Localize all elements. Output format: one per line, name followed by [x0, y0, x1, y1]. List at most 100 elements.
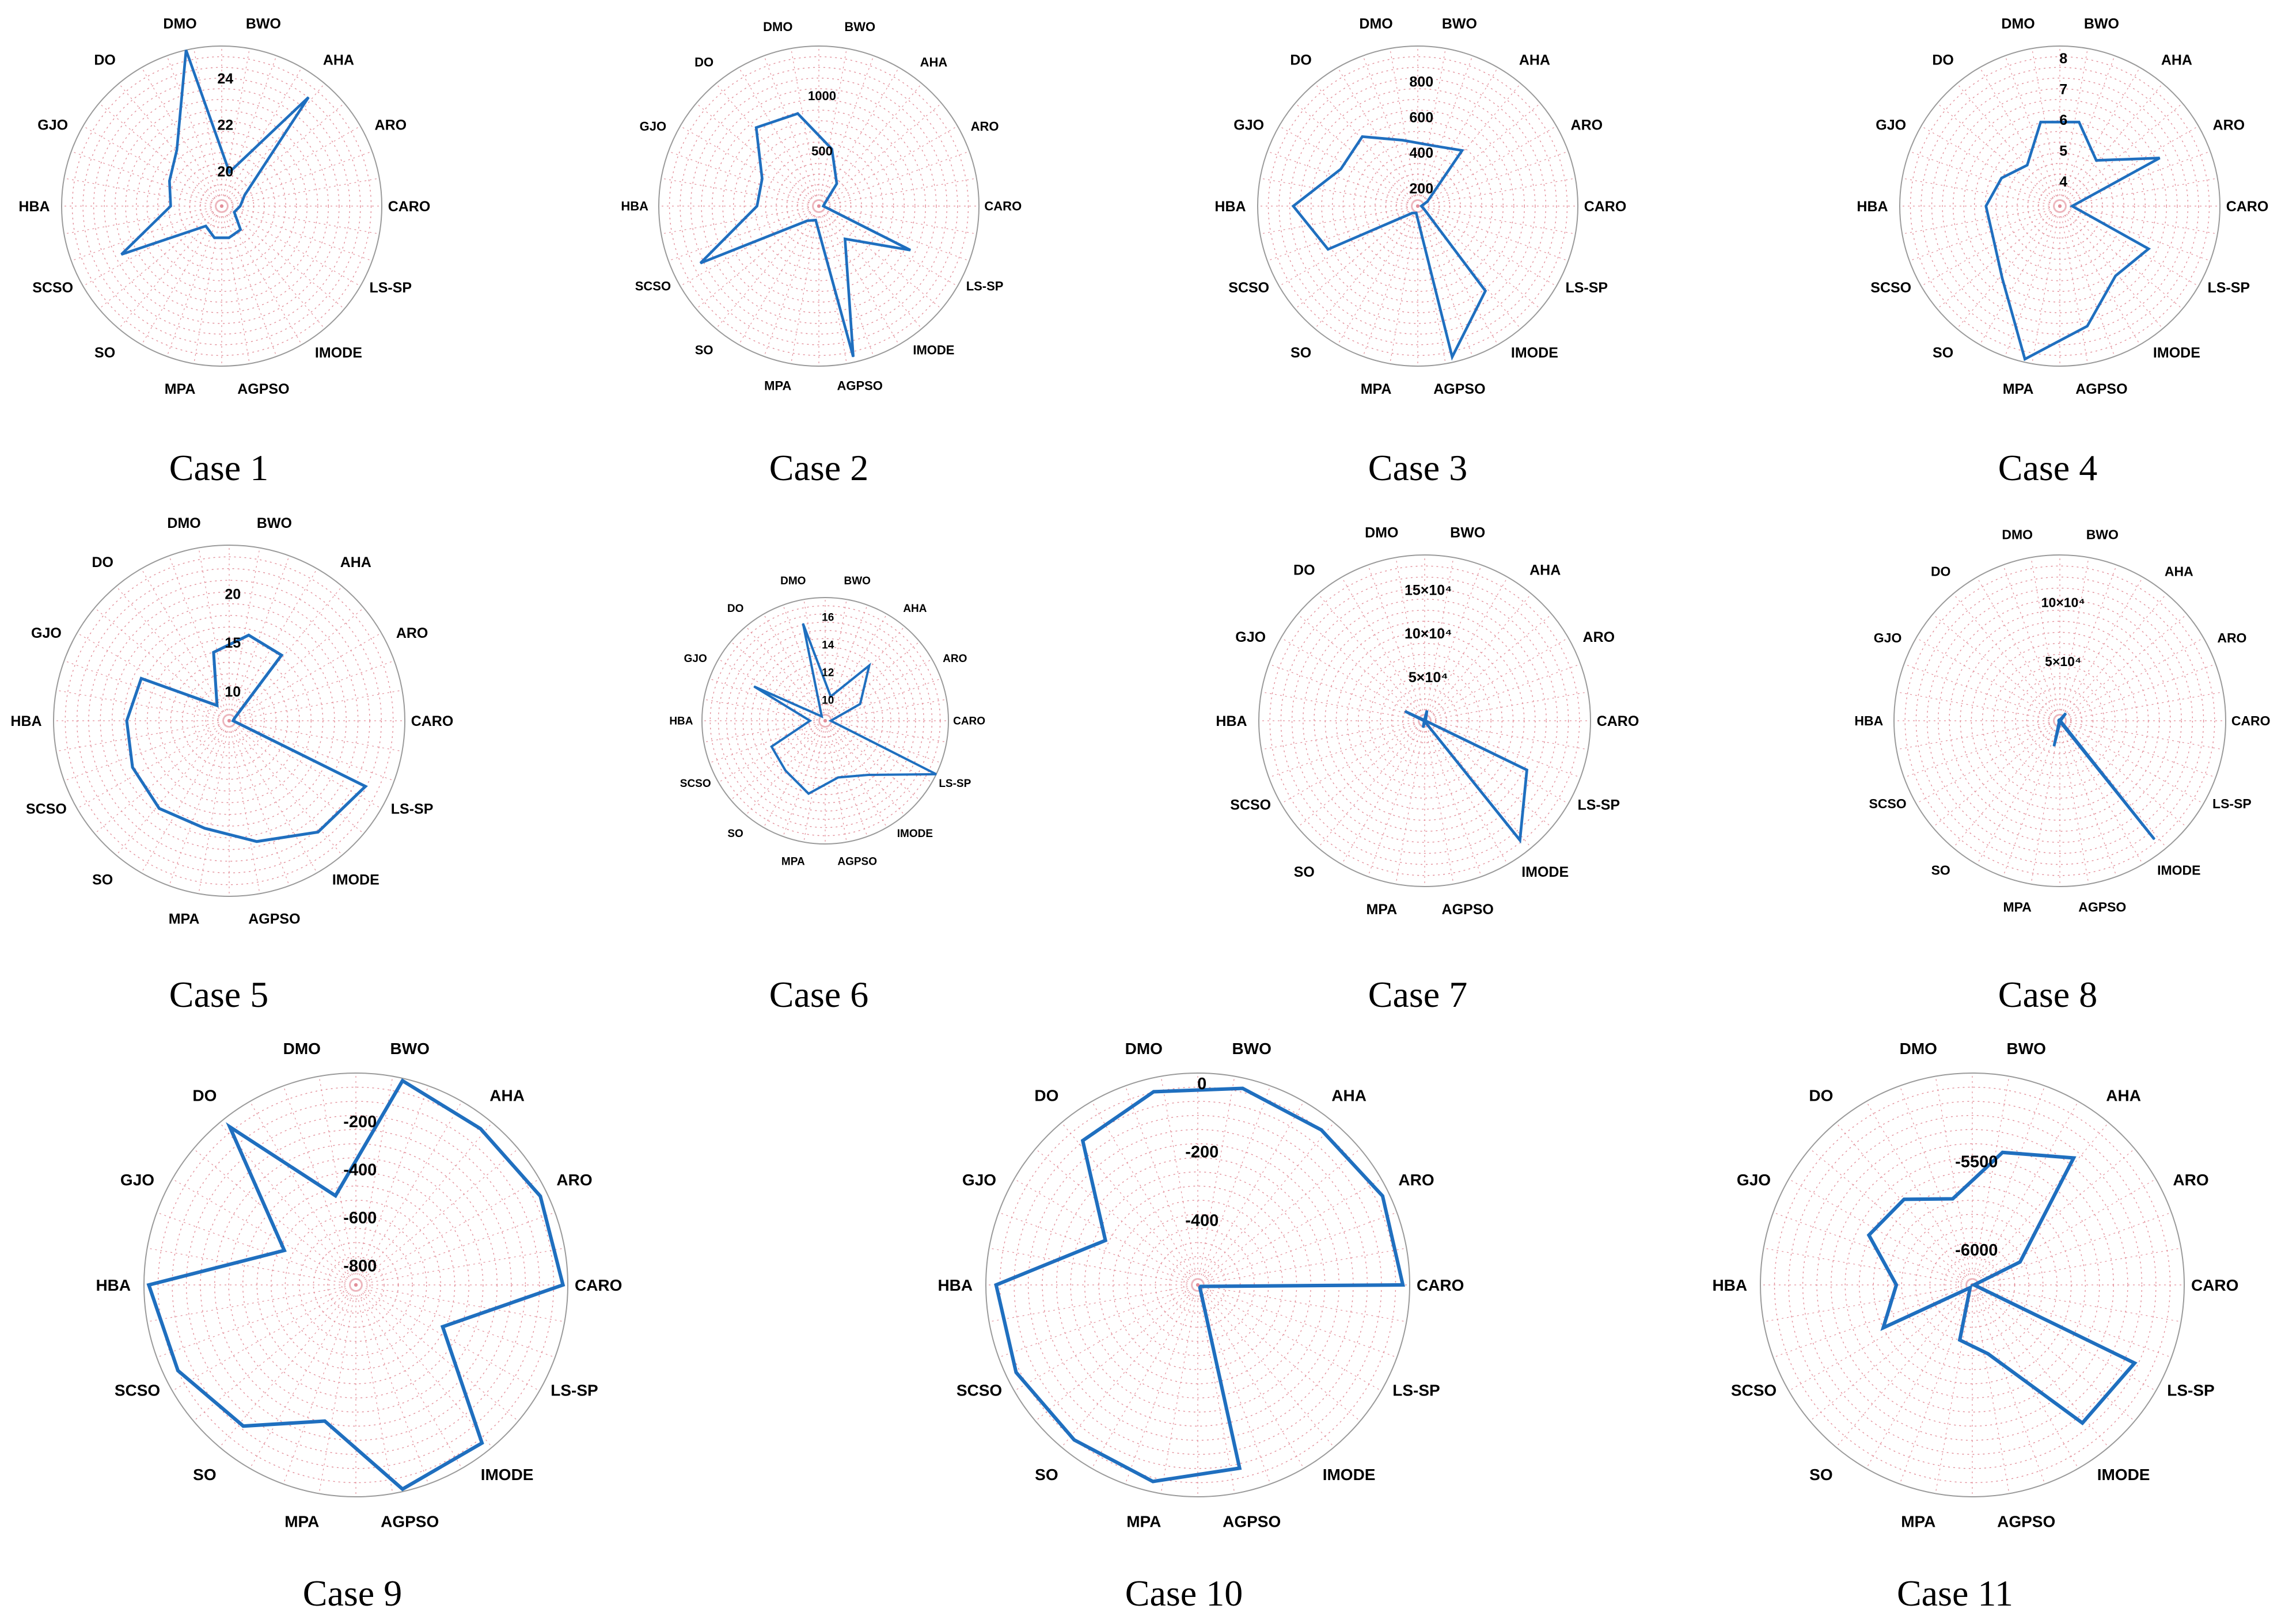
axis-label-aro: ARO: [2217, 630, 2246, 645]
grid-spoke: [1014, 1284, 1198, 1391]
grid-spoke: [818, 206, 874, 357]
grid-spoke: [198, 547, 230, 721]
grid-spoke: [355, 1284, 556, 1358]
grid-spoke: [221, 125, 361, 207]
data-point-mpa: [214, 237, 215, 238]
axis-label-imode: IMODE: [2097, 1466, 2150, 1484]
grid-spoke: [71, 151, 222, 207]
axis-label-so: SO: [1294, 864, 1315, 880]
grid-spoke: [229, 586, 343, 721]
grid-spoke: [166, 206, 222, 357]
grid-spoke: [1197, 1284, 1271, 1485]
grid-spoke: [355, 1085, 429, 1285]
axis-label-bwo: BWO: [257, 515, 292, 531]
polar-grid: [659, 46, 979, 366]
data-point-dmo: [1424, 719, 1425, 721]
data-point-dmo: [1402, 139, 1403, 141]
data-point-so: [1969, 1287, 1971, 1288]
data-point-hba: [170, 206, 172, 207]
data-point-caro: [240, 206, 241, 207]
grid-spoke: [1337, 67, 1418, 207]
data-point-caro: [822, 206, 824, 207]
data-point-mpa: [808, 793, 809, 794]
axis-label-hba: HBA: [1854, 713, 1883, 728]
series-line: [1866, 1150, 2138, 1425]
grid-spoke: [64, 178, 222, 207]
grid-spoke: [116, 586, 230, 721]
grid-spoke: [1899, 1284, 1973, 1485]
axis-label-mpa: MPA: [764, 379, 791, 393]
axis-label-bwo: BWO: [1232, 1040, 1271, 1058]
grid-ring: [284, 1214, 427, 1356]
grid-spoke: [668, 151, 819, 207]
grid-spoke: [141, 720, 230, 873]
axis-label-so: SO: [1933, 345, 1953, 361]
axis-label-so: SO: [695, 343, 713, 357]
grid-spoke: [2059, 151, 2211, 207]
grid-spoke: [1424, 720, 1482, 877]
grid-spoke: [166, 55, 222, 207]
grid-spoke: [229, 632, 382, 721]
grid-spoke: [1269, 663, 1425, 721]
data-point-bwo: [830, 696, 832, 697]
grid-spoke: [1920, 125, 2060, 207]
grid-spoke: [1909, 151, 2060, 207]
grid-spoke: [221, 206, 277, 357]
axis-label-hba: HBA: [1857, 199, 1888, 215]
grid-spoke: [1197, 1284, 1304, 1469]
grid-ring: [228, 1157, 484, 1413]
data-point-aha: [480, 1128, 481, 1129]
grid-ring: [1993, 654, 2127, 788]
grid-ring: [147, 638, 312, 804]
grid-spoke: [1956, 83, 2060, 207]
grid-ring: [158, 650, 300, 792]
outer-ring: [985, 1072, 1410, 1497]
axis-label-bwo: BWO: [2006, 1040, 2045, 1058]
axis-label-dmo: DMO: [167, 515, 200, 531]
grid-ring: [701, 88, 937, 324]
grid-spoke: [1341, 577, 1425, 721]
series-line: [2052, 712, 2156, 840]
grid-spoke: [229, 720, 260, 894]
case-caption: Case 8: [1998, 974, 2097, 1015]
grid-spoke: [1424, 720, 1581, 778]
axis-label-gjo: GJO: [1874, 630, 1902, 645]
grid-spoke: [1197, 1178, 1382, 1285]
grid-spoke: [193, 206, 222, 364]
grid-spoke: [1909, 206, 2060, 261]
axis-label-gjo: GJO: [120, 1171, 154, 1189]
axis-label-ls-sp: LS-SP: [2212, 796, 2252, 811]
axis-label-do: DO: [1293, 562, 1315, 578]
grid-ring: [77, 568, 382, 873]
grid-ring: [1280, 576, 1569, 865]
axis-label-caro: CARO: [1597, 713, 1639, 729]
grid-spoke: [1395, 557, 1425, 721]
grid-spoke: [825, 720, 932, 783]
grid-spoke: [1197, 1085, 1271, 1285]
axis-label-mpa: MPA: [2003, 381, 2034, 397]
grid-spoke: [64, 206, 222, 234]
grid-spoke: [1789, 1284, 1973, 1391]
grid-ring: [1982, 642, 2138, 799]
radar-chart-case-6: 10 12 14 16 BWO AHA ARO CARO LS-SP IMODE AGPSO MPA S…: [669, 575, 985, 1015]
grid-ring: [341, 1270, 371, 1300]
radar-chart-case-1: 20 22 24 BWO AHA ARO CARO LS-SP IMODE AGPSO MPA SO S…: [18, 16, 430, 488]
outer-ring: [1258, 554, 1591, 887]
grid-spoke: [818, 206, 942, 310]
grid-spoke: [668, 206, 819, 261]
grid-ring: [71, 56, 372, 356]
grid-spoke: [1417, 206, 1541, 310]
data-point-aro: [234, 717, 236, 719]
grid-spoke: [2059, 206, 2199, 287]
grid-spoke: [1972, 1284, 2045, 1485]
outer-ring: [1257, 45, 1578, 367]
data-point-agpso: [1424, 721, 1426, 722]
grid-spoke: [1424, 720, 1588, 750]
tick-label: 8: [2059, 51, 2067, 67]
grid-ring: [1269, 565, 1580, 876]
grid-spoke: [219, 1284, 356, 1448]
grid-spoke: [2059, 720, 2187, 828]
axis-label-dmo: DMO: [1900, 1040, 1937, 1058]
grid-spoke: [1314, 206, 1418, 329]
tick-label: 22: [217, 117, 233, 134]
